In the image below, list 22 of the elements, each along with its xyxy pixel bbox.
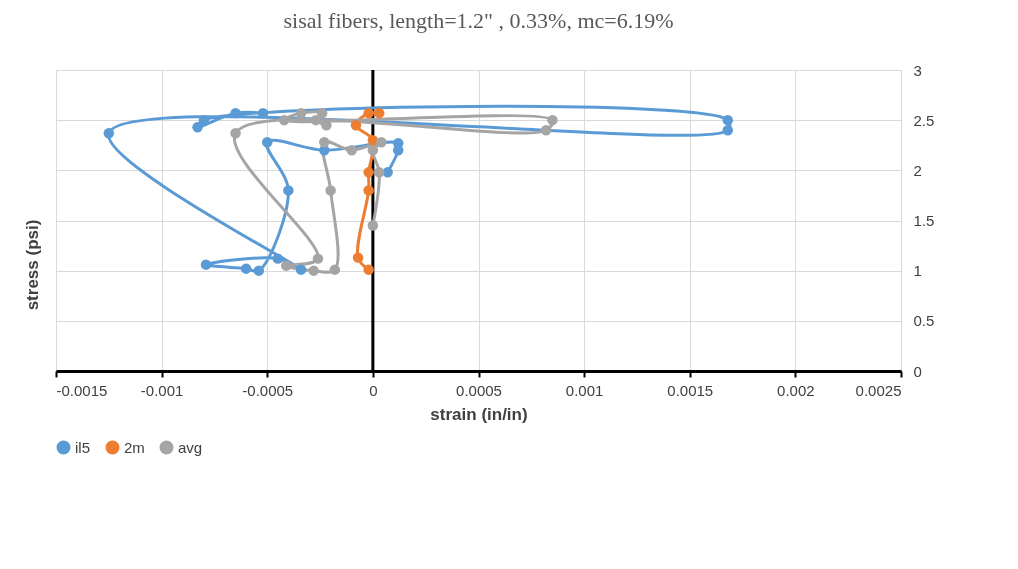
x-tick-label: -0.0005 [242, 381, 294, 399]
x-tick-label: 0.0005 [456, 381, 502, 399]
y-tick-label: 0 [913, 362, 922, 380]
y-axis-title: stress (psi) [23, 219, 42, 311]
y-tick-label: 2 [913, 161, 922, 179]
y-tick-label: 1 [913, 262, 922, 280]
y-tick-label: 1.5 [913, 212, 935, 229]
x-tick-label: -0.001 [140, 381, 184, 399]
x-axis-title: strain (in/in) [430, 404, 528, 424]
x-tick-label: 0.001 [565, 381, 604, 399]
legend-label: 2m [124, 438, 145, 456]
x-tick-label: 0.002 [777, 381, 815, 399]
chart-title: sisal fibers, length=1.2" , 0.33%, mc=6.19% [283, 8, 674, 33]
legend-label: il5 [75, 438, 91, 456]
y-tick-label: 2.5 [913, 111, 935, 129]
legend-label: avg [178, 438, 203, 456]
x-tick-label: -0.0015 [56, 381, 108, 399]
x-tick-label: 0.0015 [667, 381, 714, 399]
y-tick-label: 3 [913, 61, 922, 79]
x-tick-label: 0 [369, 381, 378, 399]
x-tick-label: 0.0025 [855, 381, 902, 399]
y-tick-label: 0.5 [913, 312, 935, 330]
